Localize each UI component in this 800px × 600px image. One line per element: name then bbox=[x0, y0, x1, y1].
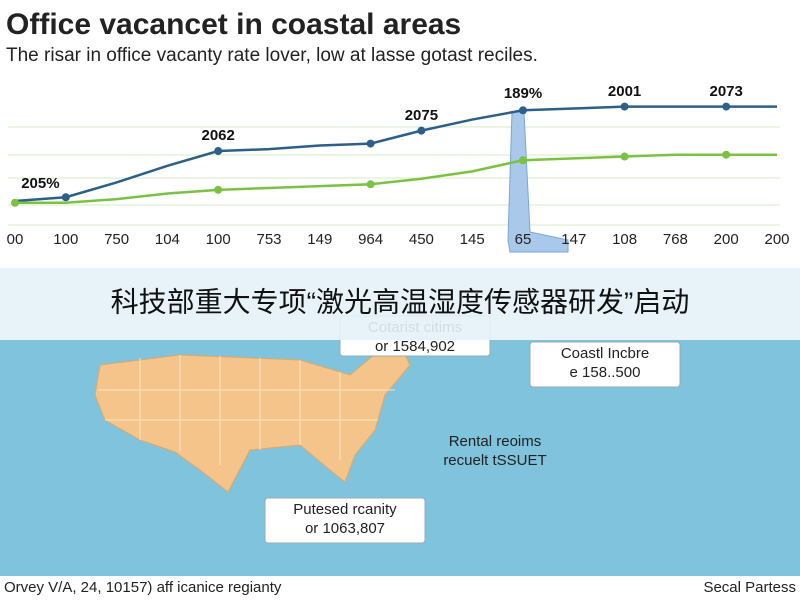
data-annotation: 205% bbox=[21, 175, 59, 192]
footer-right: Secal Partess bbox=[703, 579, 796, 596]
x-tick-label: 768 bbox=[663, 231, 688, 248]
x-tick-label: 100 bbox=[53, 231, 78, 248]
x-tick-label: 149 bbox=[307, 231, 332, 248]
x-tick-label: 108 bbox=[612, 231, 637, 248]
point bbox=[214, 185, 223, 194]
x-tick-label: 145 bbox=[460, 231, 485, 248]
callout-text: recuelt tSSUET bbox=[443, 452, 546, 469]
data-annotation: 2075 bbox=[405, 107, 438, 124]
series-line bbox=[14, 105, 777, 203]
callout-shape bbox=[507, 111, 569, 253]
callout-box bbox=[529, 341, 681, 388]
callout-text: or 1584,902 bbox=[375, 338, 455, 355]
us-map bbox=[94, 344, 411, 493]
point bbox=[417, 126, 426, 135]
x-tick-label: 65 bbox=[515, 231, 532, 248]
callout-text: Putesed rcanity bbox=[293, 501, 397, 518]
callout-box bbox=[264, 497, 426, 544]
title: Office vacancet in coastal areas bbox=[6, 8, 461, 41]
footer-left: Orvey V/A, 24, 10157) aff icanice regian… bbox=[4, 579, 282, 596]
footer-background bbox=[0, 576, 800, 600]
point bbox=[722, 102, 731, 111]
data-annotation: 2001 bbox=[608, 83, 641, 100]
banner bbox=[0, 268, 800, 340]
chart: 00 100 750 104 100 753 149 964 450 145 65 147 108 768… bbox=[7, 83, 790, 248]
point bbox=[11, 198, 19, 207]
point bbox=[722, 150, 731, 159]
callout-text: or 1063,807 bbox=[305, 520, 385, 537]
x-tick-label: 104 bbox=[155, 231, 180, 248]
point bbox=[519, 106, 527, 115]
x-tick-label: 00 bbox=[7, 231, 24, 248]
x-tick-label: 753 bbox=[256, 231, 281, 248]
x-tick-label: 147 bbox=[561, 231, 586, 248]
data-annotation: 189% bbox=[504, 85, 542, 102]
state-borders bbox=[98, 355, 395, 465]
x-tick-label: 964 bbox=[358, 231, 383, 248]
x-tick-label: 100 bbox=[206, 231, 231, 248]
subtitle: The risar in office vacanty rate lover, … bbox=[6, 45, 538, 66]
point bbox=[214, 147, 223, 155]
x-tick-label: 200 bbox=[764, 231, 789, 248]
callout-text: e 158..500 bbox=[570, 364, 641, 381]
data-annotation: 2073 bbox=[710, 83, 743, 100]
point bbox=[620, 152, 629, 161]
point bbox=[61, 193, 70, 202]
point bbox=[366, 139, 375, 148]
x-tick-label: 750 bbox=[104, 231, 129, 248]
x-tick-label: 200 bbox=[714, 231, 739, 248]
grid bbox=[8, 126, 780, 226]
point bbox=[366, 180, 375, 189]
callout-text: Rental reoims bbox=[449, 433, 542, 450]
series-line bbox=[15, 153, 777, 205]
data-annotation: 2062 bbox=[202, 127, 235, 144]
point bbox=[519, 156, 527, 165]
banner-text: 科技部重大专项“激光高温湿度传感器研发”启动 bbox=[111, 286, 690, 317]
x-tick-label: 450 bbox=[409, 231, 434, 248]
point bbox=[620, 102, 629, 111]
callout-text: Coastl Incbre bbox=[561, 345, 649, 362]
